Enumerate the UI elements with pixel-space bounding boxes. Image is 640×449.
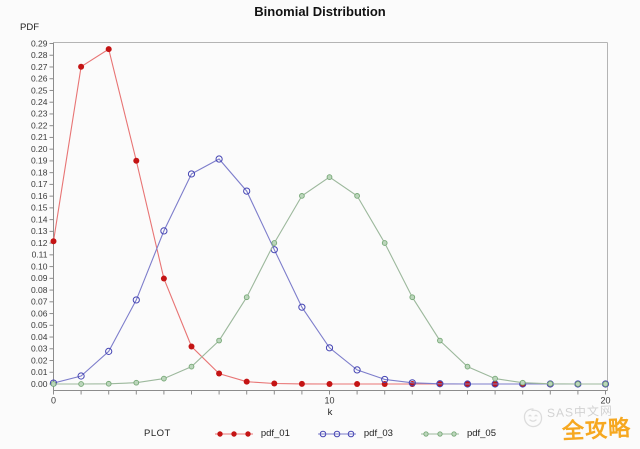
legend-swatch-pdf_05-icon [420,430,459,437]
svg-text:0.24: 0.24 [31,97,48,107]
legend-label-pdf_01: pdf_01 [260,428,290,439]
svg-text:0.01: 0.01 [31,367,48,377]
svg-text:0.05: 0.05 [31,320,48,330]
svg-text:0.29: 0.29 [31,38,48,48]
y-axis-label: PDF [20,22,39,33]
legend-label-pdf_05: pdf_05 [466,428,496,439]
svg-text:0.17: 0.17 [31,179,48,189]
svg-text:0.13: 0.13 [31,226,48,236]
svg-text:0.06: 0.06 [31,308,48,318]
svg-text:0.14: 0.14 [31,214,48,224]
svg-text:0.22: 0.22 [31,120,48,130]
plot-frame [53,42,608,391]
legend-label-pdf_03: pdf_03 [363,428,393,439]
svg-text:10: 10 [324,396,334,406]
legend-swatch-pdf_01-icon [214,430,253,437]
svg-text:0.27: 0.27 [31,62,48,72]
legend: PLOT pdf_01 pdf_03 pdf_05 [0,428,640,439]
svg-text:0.26: 0.26 [31,74,48,84]
svg-text:0.11: 0.11 [32,250,48,260]
svg-text:0.03: 0.03 [31,344,48,354]
svg-text:0.23: 0.23 [31,109,48,119]
legend-entry-pdf_05: pdf_05 [419,428,496,439]
y-axis: 0.00 0.01 0.020.03 0.04 0.05 0.060.07 0.08 0.09… [31,38,54,389]
svg-text:20: 20 [600,396,610,406]
legend-swatch-pdf_03-icon [317,430,356,437]
svg-text:0.07: 0.07 [31,297,48,307]
svg-text:0.20: 0.20 [31,144,48,154]
series-pdf_05 [50,174,609,387]
svg-text:0.00: 0.00 [31,379,48,389]
series-pdf_03 [49,155,610,388]
legend-entry-pdf_03: pdf_03 [316,428,393,439]
svg-text:0.12: 0.12 [31,238,48,248]
legend-title: PLOT [144,428,171,439]
svg-text:0.21: 0.21 [31,132,48,142]
series-pdf_01 [50,46,609,387]
x-axis-label: k [327,407,333,418]
svg-text:0: 0 [51,396,56,406]
svg-text:0.09: 0.09 [31,273,48,283]
svg-text:0.15: 0.15 [31,203,48,213]
svg-text:0.16: 0.16 [31,191,48,201]
svg-text:0.19: 0.19 [31,156,48,166]
svg-text:0.02: 0.02 [31,355,48,365]
svg-text:0.08: 0.08 [31,285,48,295]
svg-text:0.10: 0.10 [31,261,48,271]
svg-text:0.25: 0.25 [31,85,48,95]
svg-text:0.18: 0.18 [31,167,48,177]
x-axis: 0 10 20 [51,390,611,406]
svg-text:0.28: 0.28 [31,50,48,60]
chart-title: Binomial Distribution [254,4,386,19]
svg-text:0.04: 0.04 [31,332,48,342]
legend-entry-pdf_01: pdf_01 [213,428,290,439]
